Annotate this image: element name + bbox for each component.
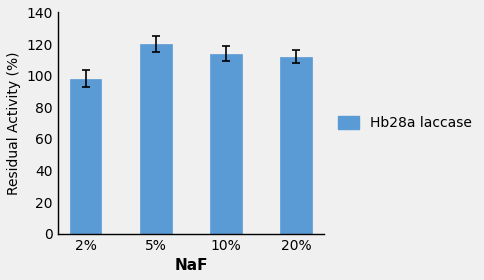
Bar (210, 53, 242, 234)
Bar (140, 44, 172, 234)
Legend: Hb28a laccase: Hb28a laccase (334, 112, 476, 134)
X-axis label: NaF: NaF (174, 258, 208, 273)
Bar (70, 79, 102, 234)
Y-axis label: Residual Activity (%): Residual Activity (%) (7, 51, 21, 195)
Bar (281, 57, 312, 234)
